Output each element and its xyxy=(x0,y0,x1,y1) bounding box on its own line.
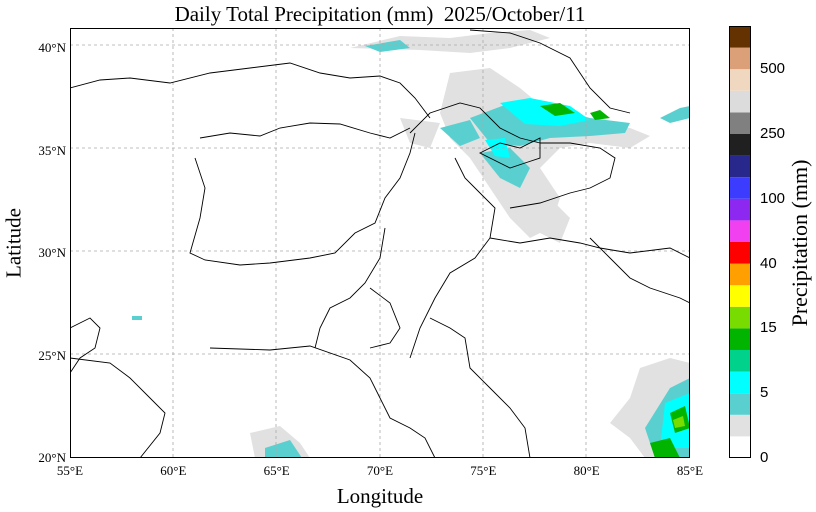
gridlines xyxy=(70,28,690,458)
colorbar-segment xyxy=(729,242,751,264)
colorbar-segment xyxy=(729,69,751,91)
colorbar-segment xyxy=(729,26,751,48)
colorbar-segment xyxy=(729,90,751,113)
colorbar-segment xyxy=(729,328,751,350)
x-axis-label: Longitude xyxy=(336,484,424,508)
colorbar-tick-label: 40 xyxy=(760,254,777,272)
y-tick-label: 25°N xyxy=(38,347,66,363)
colorbar-segment xyxy=(729,112,751,134)
colorbar-segment xyxy=(729,436,751,458)
colorbar-tick-label: 5 xyxy=(760,384,769,402)
colorbar-segment xyxy=(729,47,751,70)
colorbar-segment xyxy=(729,177,751,199)
colorbar-tick-label: 500 xyxy=(760,60,786,78)
colorbar-title: Precipitation (mm) xyxy=(787,159,812,327)
colorbar-segment xyxy=(729,393,751,415)
y-tick-label: 35°N xyxy=(38,142,66,158)
x-tick-label: 70°E xyxy=(366,463,394,478)
colorbar-segment xyxy=(729,371,751,394)
colorbar-segment xyxy=(729,198,751,221)
colorbar xyxy=(729,26,751,458)
colorbar-segment xyxy=(729,306,751,329)
colorbar-segment xyxy=(729,155,751,178)
x-tick-label: 65°E xyxy=(263,463,290,478)
precipitation-field xyxy=(132,30,690,458)
x-tick-label: 85°E xyxy=(676,463,704,478)
colorbar-segment xyxy=(729,263,751,286)
colorbar-tick-label: 250 xyxy=(760,125,786,142)
x-tick-label: 60°E xyxy=(160,463,187,478)
colorbar-segment xyxy=(729,285,751,307)
chart-title: Daily Total Precipitation (mm) 2025/Octo… xyxy=(174,2,586,26)
colorbar-tick-label: 15 xyxy=(760,319,777,337)
x-tick-label: 75°E xyxy=(470,463,497,478)
colorbar-segment xyxy=(729,350,751,372)
x-tick-label: 55°E xyxy=(56,463,84,478)
colorbar-segment xyxy=(729,220,751,242)
colorbar-segment xyxy=(729,414,751,437)
coastline-and-borders xyxy=(70,29,690,458)
x-tick-label: 80°E xyxy=(573,463,600,478)
y-tick-label: 40°N xyxy=(38,40,66,56)
colorbar-segment xyxy=(729,134,751,156)
y-tick-label: 20°N xyxy=(38,450,66,465)
map-plot-area xyxy=(70,28,690,458)
y-tick-label: 30°N xyxy=(38,245,66,261)
colorbar-tick-label: 0 xyxy=(760,449,769,466)
y-axis-label: Latitude xyxy=(1,208,26,278)
colorbar-tick-label: 100 xyxy=(760,189,786,207)
